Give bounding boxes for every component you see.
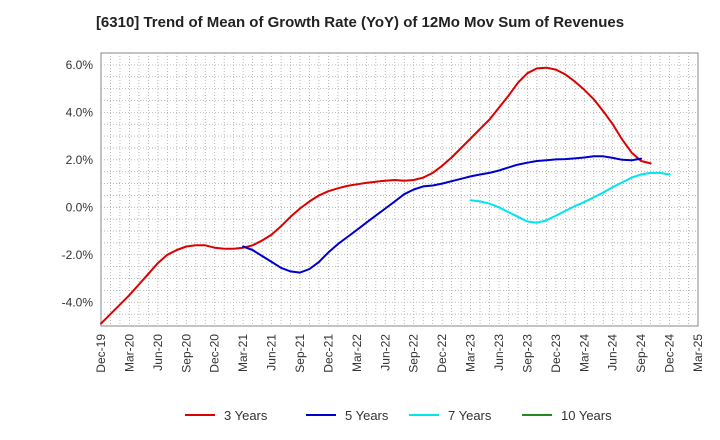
x-tick-label: Mar-23: [464, 334, 478, 372]
x-tick-label: Jun-23: [492, 334, 506, 371]
x-tick-label: Mar-24: [577, 334, 591, 372]
legend-label-3-years: 3 Years: [224, 408, 268, 423]
legend-label-7-years: 7 Years: [448, 408, 492, 423]
y-tick-label: -2.0%: [62, 248, 94, 262]
legend-label-10-years: 10 Years: [561, 408, 612, 423]
x-tick-label: Mar-25: [691, 334, 705, 372]
legend-label-5-years: 5 Years: [345, 408, 389, 423]
x-tick-label: Mar-22: [350, 334, 364, 372]
x-tick-label: Sep-22: [407, 334, 421, 373]
y-tick-label: 6.0%: [66, 58, 94, 72]
x-tick-label: Jun-22: [378, 334, 392, 371]
x-tick-label: Mar-20: [122, 334, 136, 372]
x-tick-label: Dec-24: [663, 334, 677, 373]
x-tick-label: Sep-24: [634, 334, 648, 373]
y-tick-label: 4.0%: [66, 105, 94, 119]
x-tick-label: Dec-21: [321, 334, 335, 373]
x-tick-label: Sep-21: [293, 334, 307, 373]
x-tick-label: Dec-20: [208, 334, 222, 373]
x-tick-label: Sep-23: [520, 334, 534, 373]
x-tick-label: Mar-21: [236, 334, 250, 372]
y-tick-label: -4.0%: [62, 295, 94, 309]
series-line-3-years: [100, 66, 652, 325]
x-tick-label: Dec-22: [435, 334, 449, 373]
x-tick-label: Jun-24: [606, 334, 620, 371]
x-tick-label: Jun-20: [151, 334, 165, 371]
series-line-5-years: [242, 155, 643, 274]
x-tick-label: Dec-23: [549, 334, 563, 373]
x-tick-label: Dec-19: [94, 334, 108, 373]
y-tick-label: 0.0%: [66, 200, 94, 214]
x-tick-label: Sep-20: [179, 334, 193, 373]
chart-title: [6310] Trend of Mean of Growth Rate (YoY…: [95, 14, 625, 31]
y-tick-label: 2.0%: [66, 153, 94, 167]
series-line-7-years: [469, 171, 671, 224]
x-tick-label: Jun-21: [265, 334, 279, 371]
plot-area: [100, 52, 699, 327]
